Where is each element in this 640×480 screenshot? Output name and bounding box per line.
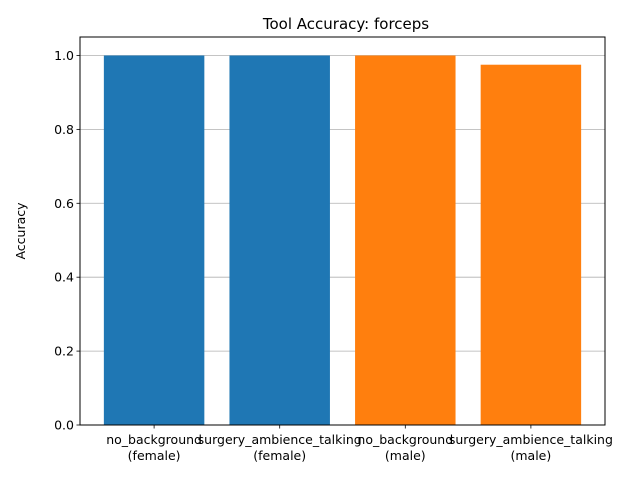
bar (103, 55, 205, 425)
bar (229, 55, 330, 425)
y-tick-label: 0.2 (54, 344, 74, 359)
y-tick-label: 0.6 (54, 196, 74, 211)
y-tick-label: 0.8 (54, 122, 74, 137)
x-tick-label: surgery_ambience_talking (male) (449, 432, 613, 463)
plot-frame (79, 36, 606, 426)
y-axis-label: Accuracy (13, 202, 28, 260)
x-tick-label: surgery_ambience_talking (female) (198, 432, 362, 463)
x-axis: no_background (female)surgery_ambience_ta… (106, 425, 613, 463)
y-tick-label: 0.4 (54, 270, 74, 285)
bars (103, 55, 582, 425)
x-tick-label: no_background (male) (357, 432, 453, 463)
y-axis: 0.0 0.2 0.4 0.6 0.8 1.0 (54, 48, 80, 433)
y-tick-label: 1.0 (54, 48, 74, 63)
x-tick-label: no_background (female) (106, 432, 202, 463)
chart-title: Tool Accuracy: forceps (262, 15, 429, 33)
bar (480, 64, 582, 425)
bar (355, 55, 456, 425)
y-tick-label: 0.0 (54, 418, 74, 433)
